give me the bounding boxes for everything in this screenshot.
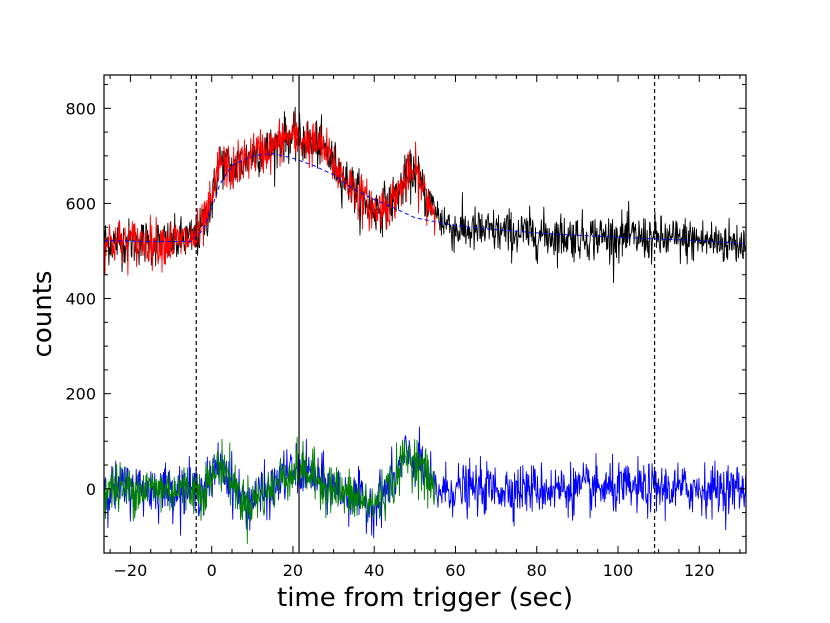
y-tick-label: 200 bbox=[65, 385, 96, 404]
x-tick-label: 60 bbox=[445, 561, 465, 580]
y-tick-label: 800 bbox=[65, 99, 96, 118]
x-tick-label: 80 bbox=[527, 561, 547, 580]
x-tick-label: 100 bbox=[603, 561, 634, 580]
series-line-1 bbox=[104, 113, 436, 276]
x-tick-label: 0 bbox=[207, 561, 217, 580]
y-tick-label: 600 bbox=[65, 194, 96, 213]
x-tick-label: 40 bbox=[364, 561, 384, 580]
x-tick-label: 20 bbox=[283, 561, 303, 580]
y-tick-label: 0 bbox=[86, 480, 96, 499]
x-tick-label: −20 bbox=[114, 561, 148, 580]
series-line-4 bbox=[104, 436, 436, 544]
y-axis-title: counts bbox=[28, 271, 58, 358]
series-line-0 bbox=[104, 106, 746, 284]
x-tick-label: 120 bbox=[684, 561, 715, 580]
series-line-2 bbox=[104, 152, 746, 245]
x-axis-title: time from trigger (sec) bbox=[277, 583, 573, 613]
y-tick-label: 400 bbox=[65, 290, 96, 309]
axis-ticks: −20 0 20 40 60 80 100 120 0 200 400 600 800 bbox=[65, 75, 746, 580]
plot-frame bbox=[103, 74, 747, 554]
plot-area bbox=[104, 75, 746, 553]
